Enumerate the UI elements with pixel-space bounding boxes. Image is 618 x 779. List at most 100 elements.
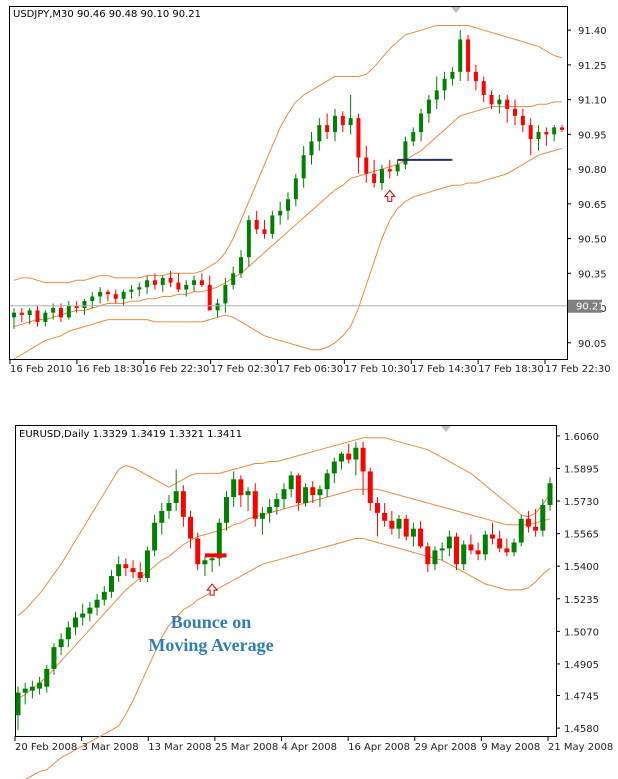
eurusd-candle (123, 558, 129, 577)
usdjpy-candle (270, 210, 275, 239)
candle-body (505, 99, 510, 109)
usdjpy-candle (12, 308, 16, 329)
candle-body (418, 528, 424, 547)
candle-body (123, 564, 129, 569)
candle-body (37, 682, 43, 689)
usdjpy-scroll-marker (451, 7, 461, 13)
candle-body (353, 447, 359, 460)
usdjpy-candle (505, 95, 510, 123)
candle-body (160, 277, 165, 285)
candle-body (43, 312, 48, 322)
candle-body (332, 115, 337, 133)
eurusd-candle (317, 485, 323, 507)
x-tick-label: 16 Feb 22:30 (144, 364, 210, 375)
candle-body (51, 308, 56, 313)
usdjpy-current-price-marker: 90.21 (10, 299, 605, 313)
candle-body (489, 95, 494, 105)
candle-body (461, 544, 467, 565)
y-tick-label: 1.6060 (564, 432, 599, 443)
usdjpy-candle (35, 305, 40, 327)
candle-body (51, 647, 57, 669)
y-tick-label: 90.80 (578, 165, 607, 176)
candle-body (310, 487, 316, 496)
usdjpy-candles (12, 30, 564, 329)
annotation-line-2: Moving Average (148, 635, 273, 655)
usdjpy-candle (137, 282, 142, 297)
eurusd-candle (267, 499, 273, 523)
usdjpy-candle (66, 301, 71, 320)
candle-body (22, 688, 28, 693)
usdjpy-band-upper-line (13, 25, 563, 284)
eurusd-candle (382, 503, 388, 527)
candle-body (281, 489, 287, 500)
usdjpy-candle (372, 159, 377, 188)
usdjpy-candle (379, 164, 384, 190)
eurusd-candle (295, 473, 301, 511)
candle-body (274, 499, 280, 507)
usdjpy-candle (105, 289, 110, 302)
eurusd-candle (461, 540, 467, 571)
candle-body (137, 287, 142, 290)
candle-body (454, 536, 460, 565)
candle-body (513, 108, 518, 116)
y-tick-label: 1.4745 (564, 692, 599, 703)
candle-body (379, 169, 384, 183)
candle-body (432, 550, 438, 565)
candle-body (540, 504, 546, 531)
usdjpy-candle (129, 284, 134, 299)
candle-body (159, 510, 165, 523)
x-tick-label: 9 May 2008 (481, 742, 540, 753)
candle-body (481, 81, 486, 95)
eurusd-candle (468, 534, 474, 555)
x-tick-label: 21 May 2008 (548, 742, 613, 753)
eurusd-candle (180, 485, 186, 527)
x-tick-label: 4 Apr 2008 (282, 742, 337, 753)
candle-body (303, 487, 309, 504)
candle-body (278, 210, 283, 216)
candle-body (374, 503, 380, 513)
y-tick-label: 1.5070 (564, 627, 599, 638)
usdjpy-candle (239, 250, 244, 278)
eurusd-candle (116, 556, 122, 582)
eurusd-candle (288, 471, 294, 498)
candle-body (29, 686, 35, 691)
candle-body (364, 157, 369, 174)
usdjpy-candle (458, 30, 463, 82)
usdjpy-candle (560, 125, 564, 133)
eurusd-candle (173, 469, 179, 511)
usdjpy-candle (74, 301, 79, 313)
candle-body (152, 280, 157, 285)
candle-body (166, 503, 172, 511)
eurusd-candle (152, 514, 158, 557)
candle-body (66, 305, 71, 318)
usdjpy-candle (27, 308, 32, 325)
candle-body (129, 289, 134, 292)
eurusd-bounce-arrow-icon (206, 583, 219, 596)
candle-body (442, 78, 447, 91)
candle-body (525, 518, 531, 527)
usdjpy-candle (332, 108, 337, 142)
eurusd-candle (259, 506, 265, 535)
candle-body (411, 132, 416, 142)
x-tick-label: 13 Mar 2008 (148, 742, 211, 753)
x-tick-label: 17 Feb 14:30 (411, 364, 477, 375)
y-tick-label: 90.95 (578, 130, 607, 141)
eurusd-candle (144, 546, 150, 582)
usdjpy-candle (403, 136, 408, 170)
usdjpy-band-middle-line (13, 101, 562, 328)
eurusd-candle (525, 510, 531, 533)
candle-body (489, 534, 495, 539)
eurusd-candle (425, 542, 431, 573)
x-tick-label: 17 Feb 10:30 (344, 364, 410, 375)
eurusd-candle (188, 510, 194, 549)
usdjpy-candle (223, 277, 228, 313)
usdjpy-candle (434, 76, 439, 109)
candle-body (116, 564, 122, 577)
usdjpy-candle (152, 273, 157, 290)
eurusd-candle (87, 601, 93, 622)
eurusd-candle (65, 621, 71, 648)
eurusd-candle (216, 518, 222, 567)
eurusd-candle (137, 562, 143, 582)
eurusd-candle (195, 532, 201, 571)
candle-body (74, 305, 79, 309)
